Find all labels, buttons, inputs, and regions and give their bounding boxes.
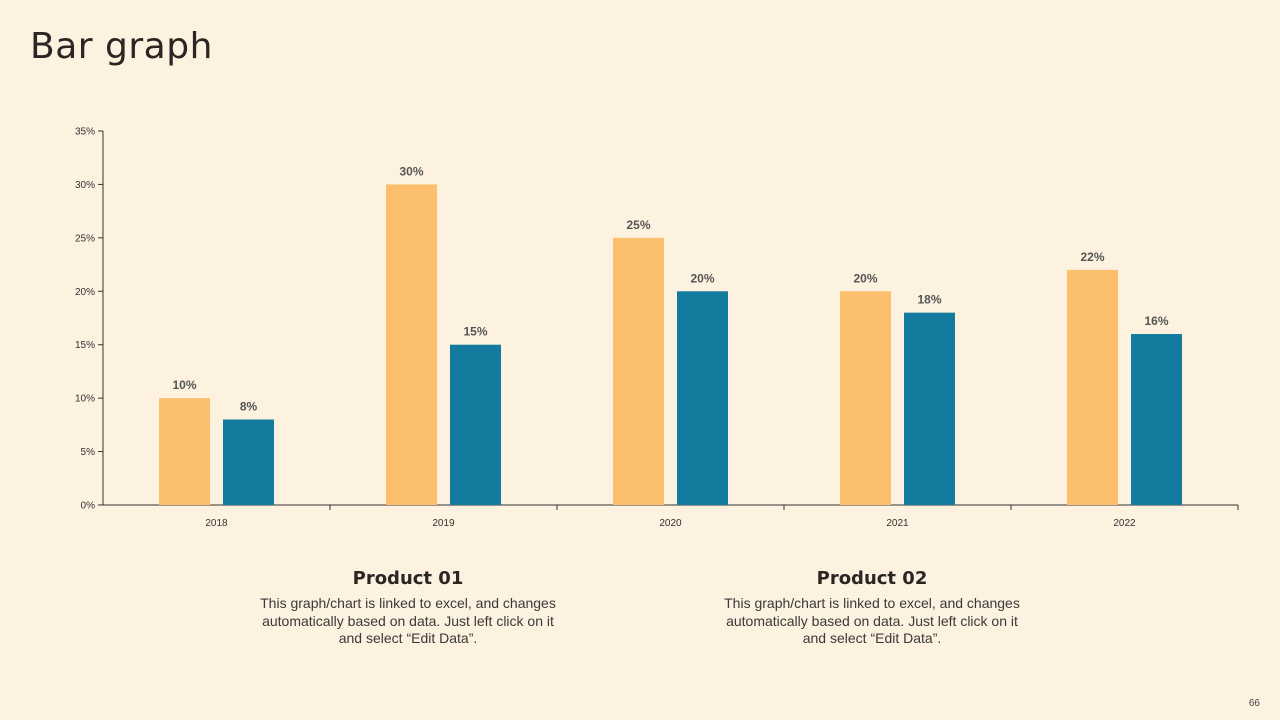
x-tick-label: 2020	[659, 518, 682, 529]
data-label: 25%	[626, 218, 650, 232]
y-tick-label: 10%	[75, 394, 95, 405]
y-tick-label: 5%	[81, 447, 96, 458]
bar	[677, 291, 728, 505]
legend-title: Product 01	[352, 568, 464, 589]
page-number: 66	[1248, 698, 1260, 709]
legend-description: This graph/chart is linked to excel, and…	[260, 595, 556, 646]
data-label: 20%	[853, 271, 877, 285]
bar	[450, 344, 501, 505]
legend-product-01: Product 01 This graph/chart is linked to…	[258, 568, 558, 648]
y-tick-label: 15%	[75, 340, 95, 351]
bar	[904, 312, 955, 505]
data-label: 18%	[917, 293, 941, 307]
bar	[840, 291, 891, 505]
y-tick-label: 0%	[81, 501, 96, 512]
data-label: 15%	[463, 325, 487, 339]
data-label: 8%	[240, 400, 258, 414]
legend-product-02: Product 02 This graph/chart is linked to…	[722, 568, 1022, 648]
data-label: 10%	[172, 378, 196, 392]
x-tick-label: 2022	[1113, 518, 1136, 529]
legend-description: This graph/chart is linked to excel, and…	[724, 595, 1020, 646]
bar-chart[interactable]: 0% 5% 10% 15% 20% 25% 30% 35% 2018 10% 8% 2019 30% 15…	[0, 0, 1280, 560]
data-label: 20%	[690, 271, 714, 285]
data-label: 16%	[1144, 314, 1168, 328]
page-title: Bar graph	[30, 26, 213, 67]
y-tick-label: 35%	[75, 127, 95, 138]
y-tick-label: 30%	[75, 180, 95, 191]
bar	[223, 419, 274, 505]
data-label: 22%	[1080, 250, 1104, 264]
x-tick-label: 2021	[886, 518, 909, 529]
bar	[1067, 269, 1118, 505]
y-tick-label: 20%	[75, 287, 95, 298]
legend-title: Product 02	[816, 568, 928, 589]
bar	[159, 398, 210, 505]
bar	[613, 237, 664, 505]
x-tick-label: 2019	[432, 518, 455, 529]
data-label: 30%	[399, 164, 423, 178]
x-tick-label: 2018	[205, 518, 228, 529]
y-tick-label: 25%	[75, 233, 95, 244]
bar	[386, 184, 437, 505]
bar	[1131, 334, 1182, 505]
